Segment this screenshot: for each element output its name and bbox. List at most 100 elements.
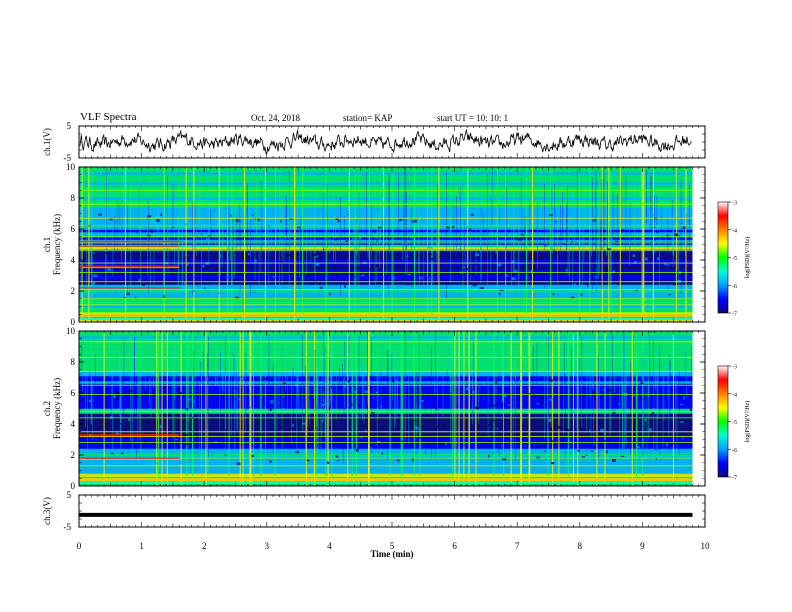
- spectrogram-speckle: [374, 230, 376, 233]
- spectrogram-speckle: [654, 238, 656, 241]
- spectrogram-speckle: [607, 400, 609, 404]
- spectrogram-speckle: [419, 276, 421, 280]
- spectrogram-speckle: [507, 295, 510, 298]
- spectrogram-speckle: [466, 226, 469, 229]
- spectrogram-speckle: [127, 257, 129, 261]
- spectrogram-speckle: [496, 428, 499, 430]
- spectrogram-speckle: [280, 426, 283, 429]
- spectrogram-band: [79, 194, 693, 198]
- spectrogram-speckle: [144, 440, 147, 443]
- spectrogram-speckle: [412, 221, 415, 224]
- spectrogram-speckle: [405, 255, 409, 257]
- spectrogram-band: [79, 413, 693, 417]
- spectrogram-speckle: [293, 448, 296, 451]
- spectrogram-speckle: [533, 272, 537, 275]
- spectrogram-speckle: [279, 260, 284, 264]
- spectrogram-speckle: [307, 273, 310, 277]
- spectrogram-band: [79, 378, 693, 382]
- spectrogram-band: [79, 426, 693, 429]
- spectrogram-speckle: [236, 462, 241, 466]
- colorbar: [717, 201, 729, 314]
- spectrogram-band: [79, 438, 693, 442]
- spectrogram-speckle: [672, 283, 676, 286]
- spectrogram-speckle: [159, 425, 162, 428]
- spectrogram-speckle: [596, 268, 598, 270]
- spectrogram-band: [79, 423, 693, 427]
- spectrogram-speckle: [297, 226, 301, 229]
- y-tick-label: 6: [71, 224, 76, 234]
- colorbar-tick-label: -5: [732, 420, 737, 426]
- date-label: Oct. 24, 2018: [251, 113, 300, 123]
- low-frequency-band: [79, 482, 693, 484]
- spectrogram-speckle: [665, 443, 669, 446]
- spectrogram-speckle: [375, 391, 378, 394]
- spectrogram-speckle: [253, 280, 257, 282]
- spectrogram-band: [79, 461, 693, 464]
- spectrogram-band: [79, 471, 693, 474]
- y-axis-label: ch.2: [42, 401, 52, 416]
- spectrogram-speckle: [163, 295, 165, 298]
- spectrogram-band: [79, 431, 693, 434]
- spectrogram-speckle: [494, 380, 498, 384]
- spectrogram-speckle: [285, 255, 287, 257]
- spectrogram-band: [79, 177, 693, 180]
- spectrogram-band: [79, 292, 693, 295]
- spectrogram-speckle: [508, 404, 510, 406]
- spectrogram-band: [79, 436, 693, 439]
- spectrogram-speckle: [598, 432, 601, 434]
- spectrogram-speckle: [526, 216, 529, 219]
- y-axis-label: ch.1: [42, 237, 52, 252]
- spectrogram-speckle: [184, 253, 188, 257]
- spectrogram-speckle: [653, 226, 656, 229]
- spectrogram-speckle: [202, 264, 205, 268]
- spectrogram-speckle: [174, 438, 179, 441]
- spectrogram-speckle: [285, 237, 287, 240]
- spectrogram-speckle: [531, 441, 533, 443]
- low-frequency-band: [79, 314, 693, 317]
- spectrogram-speckle: [130, 289, 134, 291]
- spectrogram-speckle: [337, 219, 340, 223]
- spectrogram-speckle: [266, 228, 269, 232]
- spectrogram-speckle: [470, 272, 473, 275]
- spectrogram-speckle: [204, 287, 206, 290]
- spectrogram-speckle: [344, 285, 346, 288]
- spectrogram-speckle: [326, 461, 330, 464]
- colorbar-label: log(PSD)(V²/Hz): [744, 237, 751, 278]
- spectrogram-speckle: [459, 293, 463, 296]
- spectrogram-band: [79, 234, 693, 238]
- spectrogram-speckle: [547, 418, 552, 422]
- spectrogram-speckle: [192, 289, 196, 293]
- spectrogram-speckle: [497, 264, 502, 267]
- spectrogram-speckle: [135, 393, 139, 397]
- spectrogram-band: [79, 179, 693, 183]
- spectrogram-speckle: [269, 460, 272, 463]
- spectrogram-speckle: [86, 458, 89, 460]
- y-axis-label: Frequency (kHz): [52, 214, 62, 275]
- spectrogram-speckle: [527, 237, 529, 241]
- spectrogram-speckle: [493, 255, 496, 258]
- spectrogram-speckle: [138, 279, 141, 282]
- spectrogram-band: [79, 428, 693, 432]
- spectrogram-speckle: [295, 451, 300, 454]
- spectrogram-speckle: [126, 459, 131, 463]
- spectrogram-speckle: [80, 437, 84, 439]
- spectrogram-speckle: [612, 459, 616, 463]
- spectrogram-speckle: [680, 421, 684, 423]
- spectrogram-band: [79, 279, 693, 283]
- spectrogram-band: [79, 473, 693, 477]
- spectrogram-speckle: [334, 239, 338, 241]
- spectrogram-band: [79, 312, 693, 315]
- spectrogram-speckle: [230, 214, 232, 217]
- spectrogram-band: [79, 172, 693, 175]
- spectrogram-speckle: [97, 284, 100, 288]
- y-tick-label: 2: [71, 286, 76, 296]
- spectrogram-speckle: [371, 411, 375, 414]
- spectrogram-speckle: [224, 455, 227, 457]
- spectrogram-band: [79, 227, 693, 230]
- spectrogram-speckle: [391, 276, 395, 280]
- spectrogram-speckle: [79, 426, 83, 429]
- spectrogram-speckle: [466, 387, 471, 391]
- spectrogram-band: [79, 476, 693, 479]
- spectrogram-speckle: [539, 401, 543, 404]
- spectrogram-speckle: [462, 433, 464, 435]
